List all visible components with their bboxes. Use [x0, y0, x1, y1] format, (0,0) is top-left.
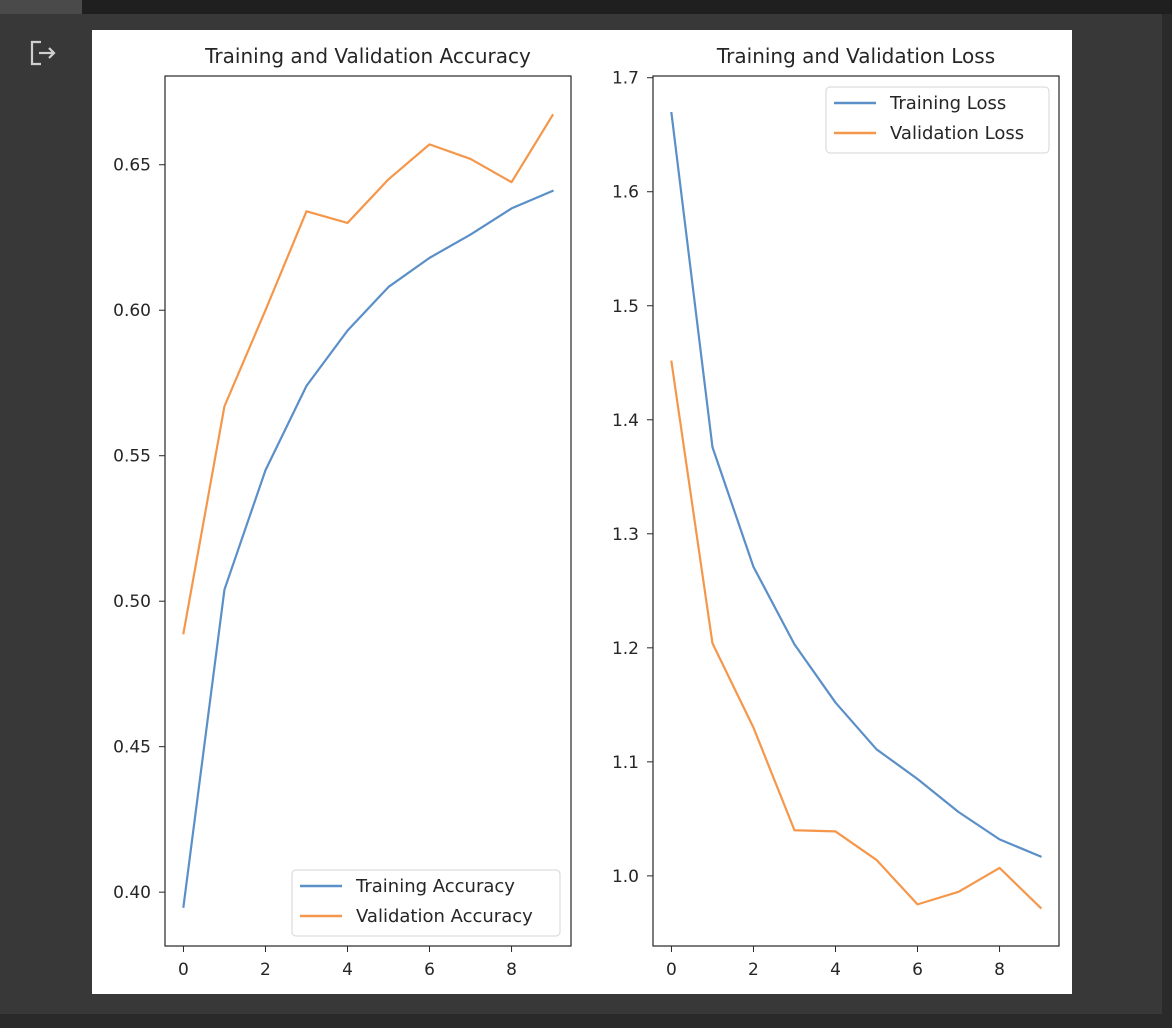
series-line-validation-loss	[670, 360, 1043, 910]
axes-frame	[652, 75, 1060, 947]
y-tick-label: 0.60	[113, 301, 151, 321]
y-tick-label: 1.0	[612, 867, 639, 887]
x-tick-label: 6	[912, 960, 923, 980]
scrollbar-track[interactable]	[1162, 14, 1172, 1028]
x-tick-label: 8	[994, 960, 1005, 980]
legend-box	[291, 869, 561, 937]
y-tick-label: 0.65	[113, 156, 151, 176]
x-tick-label: 4	[830, 960, 841, 980]
accuracy-chart-title: Training and Validation Accuracy	[204, 44, 531, 68]
series-line-training-accuracy	[182, 189, 554, 908]
y-tick-label: 1.3	[612, 525, 639, 545]
cell-footer	[0, 1014, 1172, 1028]
x-tick-label: 8	[506, 960, 517, 980]
figure-canvas: Training and Validation Accuracy 0 2 4 6 8 0.…	[113, 44, 1060, 980]
legend-label: Training Loss	[889, 93, 1006, 114]
y-tick-label: 1.6	[612, 183, 639, 203]
y-tick-label: 0.40	[113, 883, 151, 903]
loss-subplot: Training and Validation Loss 0 2 4 6 8 1.0 1.1…	[612, 44, 1060, 980]
legend-label: Validation Loss	[890, 123, 1024, 144]
legend-label: Training Accuracy	[355, 876, 515, 897]
accuracy-subplot: Training and Validation Accuracy 0 2 4 6 8 0.…	[113, 44, 572, 980]
y-tick-label: 0.45	[113, 738, 151, 758]
toolbar-tab[interactable]	[0, 0, 82, 14]
top-toolbar	[0, 0, 1172, 14]
series-line-validation-accuracy	[182, 113, 555, 635]
legend: Training Accuracy Validation Accuracy	[291, 869, 561, 937]
y-tick-label: 1.1	[612, 753, 639, 773]
matplotlib-figure: Training and Validation Accuracy 0 2 4 6 8 0.…	[92, 30, 1072, 994]
y-tick-label: 1.2	[612, 639, 639, 659]
legend: Training Loss Validation Loss	[825, 86, 1050, 154]
x-tick-label: 6	[424, 960, 435, 980]
x-tick-label: 0	[666, 960, 677, 980]
axes-frame	[164, 75, 572, 947]
y-tick-label: 1.5	[612, 297, 639, 317]
x-tick-label: 0	[178, 960, 189, 980]
y-tick-label: 0.50	[113, 592, 151, 612]
output-redirect-icon[interactable]	[28, 36, 62, 70]
y-tick-label: 0.55	[113, 447, 151, 467]
x-tick-label: 2	[748, 960, 759, 980]
legend-label: Validation Accuracy	[356, 906, 533, 927]
series-line-training-loss	[670, 111, 1042, 858]
y-tick-label: 1.7	[612, 69, 639, 89]
x-tick-label: 4	[342, 960, 353, 980]
loss-chart-title: Training and Validation Loss	[716, 44, 995, 68]
x-tick-label: 2	[260, 960, 271, 980]
legend-box	[825, 86, 1050, 154]
y-tick-label: 1.4	[612, 411, 639, 431]
